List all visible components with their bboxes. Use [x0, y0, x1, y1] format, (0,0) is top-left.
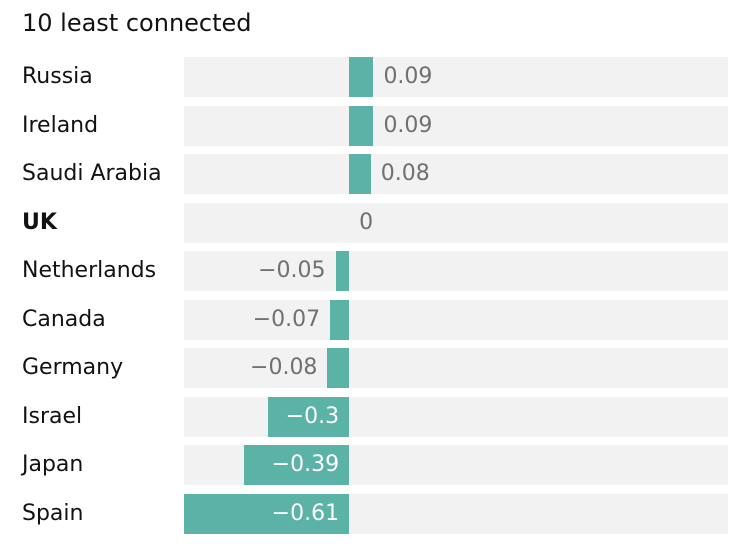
bar-japan — [243, 445, 350, 485]
category-label-japan: Japan — [22, 452, 84, 477]
value-label-saudi-arabia: 0.08 — [380, 161, 430, 186]
bar-row-spain: Spain −0.61 — [0, 494, 750, 534]
value-label-japan: −0.39 — [271, 452, 340, 477]
value-label-russia: 0.09 — [383, 64, 433, 89]
value-label-netherlands: −0.05 — [258, 258, 326, 283]
bar-row-japan: Japan −0.39 — [0, 445, 750, 485]
bar-russia — [349, 57, 374, 97]
bar-row-saudi-arabia: Saudi Arabia 0.08 — [0, 154, 750, 194]
bar-track-saudi-arabia — [184, 154, 728, 194]
bar-row-uk: UK 0 — [0, 203, 750, 243]
category-label-spain: Spain — [22, 501, 84, 526]
category-label-uk: UK — [22, 210, 57, 235]
category-label-germany: Germany — [22, 355, 124, 380]
bar-track-russia — [184, 57, 728, 97]
value-label-germany: −0.08 — [250, 355, 318, 380]
category-label-netherlands: Netherlands — [22, 258, 157, 283]
category-label-israel: Israel — [22, 404, 83, 429]
value-label-israel: −0.3 — [285, 404, 340, 429]
category-label-ireland: Ireland — [22, 113, 99, 138]
value-label-spain: −0.61 — [271, 501, 340, 526]
bar-track-israel — [184, 397, 728, 437]
bar-israel — [267, 397, 350, 437]
bar-track-canada — [184, 300, 728, 340]
bar-row-netherlands: Netherlands −0.05 — [0, 251, 750, 291]
category-label-saudi-arabia: Saudi Arabia — [22, 161, 162, 186]
bar-netherlands — [335, 251, 350, 291]
bar-row-canada: Canada −0.07 — [0, 300, 750, 340]
value-label-uk: 0 — [359, 210, 374, 235]
bar-row-russia: Russia 0.09 — [0, 57, 750, 97]
bar-row-ireland: Ireland 0.09 — [0, 106, 750, 146]
bar-saudi-arabia — [349, 154, 371, 194]
bar-track-germany — [184, 348, 728, 388]
bar-ireland — [349, 106, 374, 146]
bar-row-germany: Germany −0.08 — [0, 348, 750, 388]
bar-canada — [330, 300, 350, 340]
value-label-ireland: 0.09 — [383, 113, 433, 138]
bar-track-ireland — [184, 106, 728, 146]
bar-germany — [327, 348, 350, 388]
bar-row-israel: Israel −0.3 — [0, 397, 750, 437]
bar-spain — [184, 494, 350, 534]
value-label-canada: −0.07 — [252, 307, 321, 332]
chart-title: 10 least connected — [22, 9, 252, 37]
bar-track-netherlands — [184, 251, 728, 291]
category-label-russia: Russia — [22, 64, 93, 89]
bar-track-uk — [184, 203, 728, 243]
category-label-canada: Canada — [22, 307, 106, 332]
